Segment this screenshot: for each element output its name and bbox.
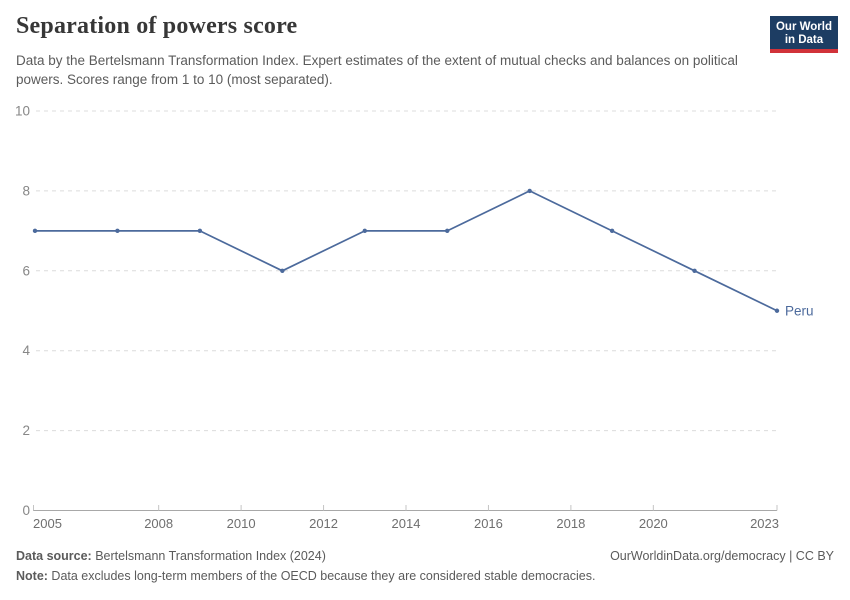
- data-point-2015[interactable]: [445, 228, 450, 234]
- x-tick-label-2012: 2012: [309, 516, 338, 531]
- owid-logo-line2: in Data: [784, 33, 824, 46]
- x-tick-label-2005: 2005: [33, 516, 62, 531]
- x-tick-label-2010: 2010: [227, 516, 256, 531]
- chart-footer: Data source: Bertelsmann Transformation …: [16, 546, 834, 586]
- chart-subtitle: Data by the Bertelsmann Transformation I…: [16, 53, 738, 87]
- data-point-2019[interactable]: [609, 228, 615, 234]
- owid-logo-line1: Our World: [775, 21, 832, 33]
- data-source-label: Data source:: [16, 549, 92, 563]
- data-point-2017[interactable]: [527, 188, 532, 194]
- y-tick-label-8: 8: [22, 183, 30, 198]
- data-point-2013[interactable]: [362, 228, 367, 234]
- note: Note: Data excludes long-term members of…: [16, 566, 595, 586]
- x-tick-label-2018: 2018: [556, 516, 585, 531]
- data-point-2009[interactable]: [197, 228, 203, 234]
- x-tick-label-2014: 2014: [392, 516, 421, 531]
- y-tick-label-0: 0: [22, 503, 30, 518]
- x-tick-label-2016: 2016: [474, 516, 503, 531]
- note-label: Note:: [16, 569, 48, 583]
- series-label-peru[interactable]: Peru: [785, 303, 814, 318]
- data-point-2021[interactable]: [692, 268, 697, 273]
- data-point-2007[interactable]: [115, 228, 120, 234]
- credit-link[interactable]: OurWorldinData.org/democracy | CC BY: [610, 549, 834, 563]
- data-source-text: Bertelsmann Transformation Index (2024): [91, 549, 326, 563]
- x-tick-label-2020: 2020: [639, 516, 668, 531]
- y-tick-label-2: 2: [22, 423, 30, 438]
- data-point-2023[interactable]: [774, 308, 780, 313]
- y-tick-label-10: 10: [15, 104, 30, 119]
- data-source: Data source: Bertelsmann Transformation …: [16, 546, 326, 566]
- data-point-2005[interactable]: [32, 228, 38, 234]
- y-tick-label-4: 4: [22, 343, 30, 358]
- series-line-peru[interactable]: [35, 190, 778, 312]
- x-tick-label-2023: 2023: [750, 516, 779, 531]
- x-tick-label-2008: 2008: [144, 516, 173, 531]
- y-tick-label-6: 6: [22, 263, 30, 278]
- data-point-2011[interactable]: [280, 268, 285, 273]
- owid-logo: Our World in Data: [769, 16, 838, 53]
- chart-title: Separation of powers score: [16, 13, 298, 39]
- note-text: Data excludes long-term members of the O…: [47, 569, 596, 583]
